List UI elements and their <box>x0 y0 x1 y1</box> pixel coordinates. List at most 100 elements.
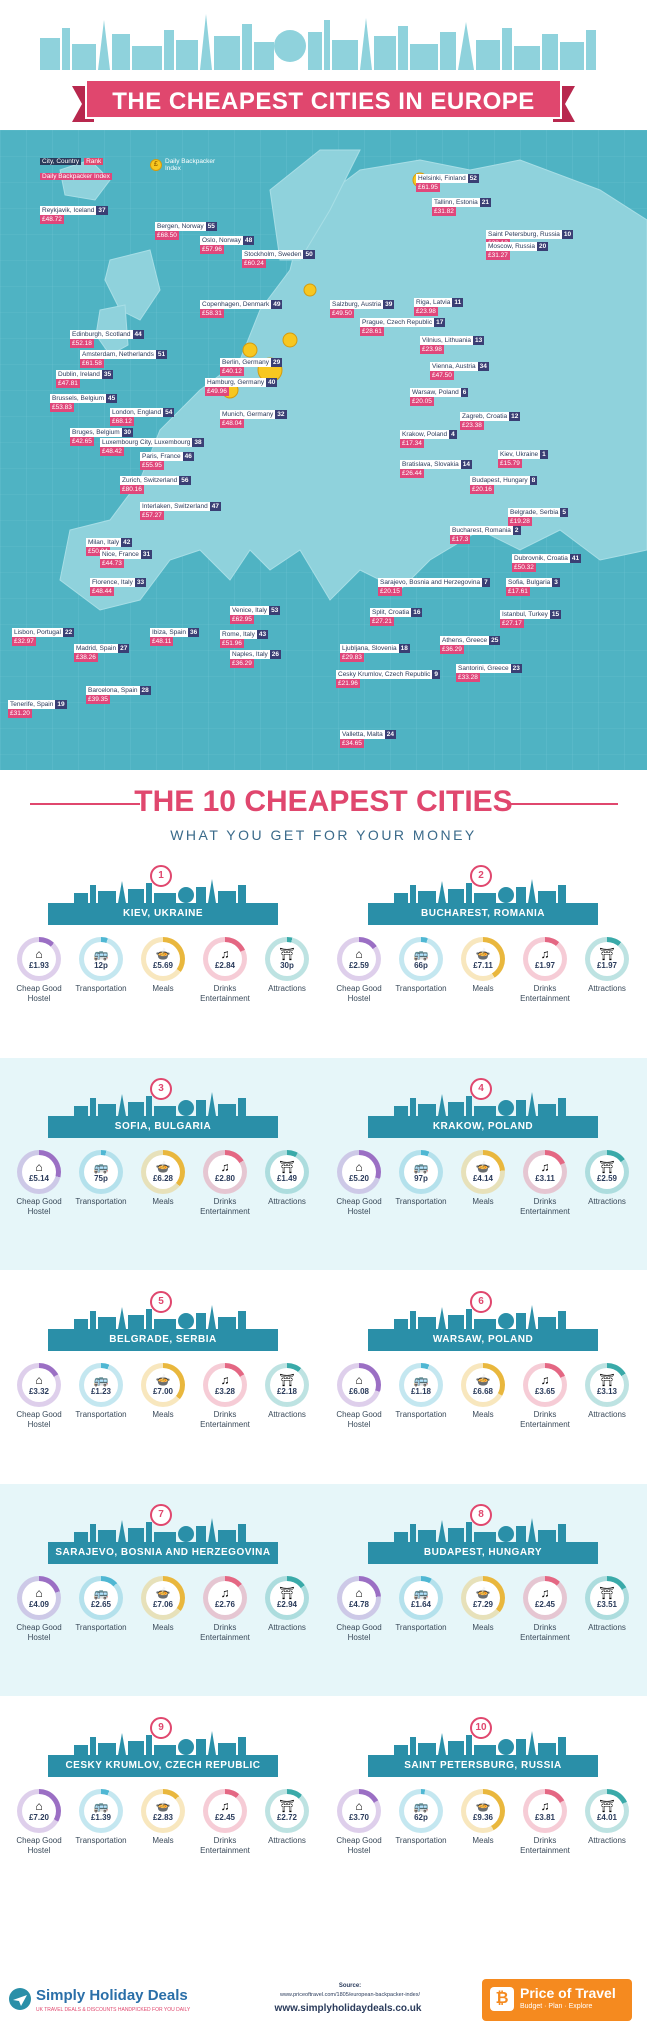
city-skyline <box>394 879 566 903</box>
city-rank: 1 <box>540 450 548 459</box>
city-rank: 10 <box>561 230 574 239</box>
city-name: Krakow, Poland <box>400 430 450 439</box>
city-name: Sofia, Bulgaria <box>506 578 553 587</box>
cost-value: £5.20 <box>348 1173 370 1184</box>
city-card: 10 SAINT PETERSBURG, RUSSIA ⌂ £3.70 Cheap… <box>324 1697 642 1909</box>
city-name: Belgrade, Serbia <box>508 508 561 517</box>
map-city: Sofia, Bulgaria 3 £17.61 <box>506 578 560 596</box>
cost-ring: ⛩ £1.97 <box>585 937 629 981</box>
cost-item: 🍲 £5.69 Meals <box>132 937 194 994</box>
city-name: Ibiza, Spain <box>150 628 188 637</box>
cost-item: ♫ £3.28 Drinks Entertainment <box>194 1363 256 1430</box>
city-name: Sarajevo, Bosnia and Herzegovina <box>378 578 483 587</box>
landmark-icon: ⛩ <box>279 1372 295 1387</box>
cost-value: £4.01 <box>596 1812 618 1823</box>
cost-label: Cheap Good Hostel <box>336 1410 382 1429</box>
cost-label: Attractions <box>588 1197 626 1206</box>
cost-item: ♫ £2.45 Drinks Entertainment <box>514 1576 576 1643</box>
city-price: £48.11 <box>150 637 174 646</box>
city-skyline <box>74 1731 246 1755</box>
cost-item: ⌂ £6.08 Cheap Good Hostel <box>328 1363 390 1430</box>
cost-ring: ♫ £2.45 <box>203 1789 247 1833</box>
map-city: Berlin, Germany 29 £40.12 <box>220 358 283 376</box>
cost-ring: ♫ £3.81 <box>523 1789 567 1833</box>
hostel-icon: ⌂ <box>35 946 43 961</box>
city-price: £57.27 <box>140 511 164 520</box>
hostel-icon: ⌂ <box>355 946 363 961</box>
cost-item: ⛩ £2.59 Attractions <box>576 1150 638 1207</box>
city-rank: 43 <box>256 630 269 639</box>
city-price: £60.24 <box>242 259 266 268</box>
city-rank: 32 <box>275 410 287 419</box>
cost-value: £7.00 <box>152 1386 174 1397</box>
map-city: Rome, Italy 43 £51.96 <box>220 630 269 648</box>
city-price: £34.65 <box>340 739 364 748</box>
city-rank: 30 <box>121 428 133 437</box>
city-rank: 46 <box>182 452 194 461</box>
city-name: Cesky Krumlov, Czech Republic <box>336 670 433 679</box>
site-link[interactable]: www.simplyholidaydeals.co.uk <box>274 2003 422 2014</box>
cost-item: 🚌 £1.39 Transportation <box>70 1789 132 1846</box>
guitar-icon: ♫ <box>540 1159 550 1174</box>
cost-value: £3.70 <box>348 1812 370 1823</box>
cost-item: 🚌 £2.65 Transportation <box>70 1576 132 1633</box>
cost-ring: ⌂ £5.14 <box>17 1150 61 1194</box>
hostel-icon: ⌂ <box>355 1798 363 1813</box>
card-rank: 10 <box>470 1717 492 1739</box>
city-name: Zagreb, Croatia <box>460 412 510 421</box>
cost-value: £1.97 <box>596 960 618 971</box>
city-name: Warsaw, Poland <box>410 388 461 397</box>
landmark-icon: ⛩ <box>279 1798 295 1813</box>
city-name: Vienna, Austria <box>430 362 478 371</box>
city-price: £68.50 <box>155 231 179 240</box>
hostel-icon: ⌂ <box>35 1159 43 1174</box>
hostel-icon: ⌂ <box>355 1159 363 1174</box>
cost-value: £7.11 <box>473 960 493 971</box>
map-city: Reykjavik, Iceland 37 £48.72 <box>40 206 108 224</box>
map-city: Bergen, Norway 55 £68.50 <box>155 222 217 240</box>
city-name: Hamburg, Germany <box>205 378 267 387</box>
city-name: Riga, Latvia <box>414 298 453 307</box>
cost-value: £1.18 <box>410 1386 432 1397</box>
city-banner: SARAJEVO, BOSNIA AND HERZEGOVINA <box>48 1542 278 1564</box>
map-city: Edinburgh, Scotland 44 £52.18 <box>70 330 144 348</box>
city-rank: 37 <box>96 206 108 215</box>
bus-icon: 🚌 <box>413 1159 429 1174</box>
landmark-icon: ⛩ <box>599 1798 615 1813</box>
map-city: Belgrade, Serbia 5 £19.28 <box>508 508 569 526</box>
city-banner: SAINT PETERSBURG, RUSSIA <box>368 1755 598 1777</box>
cost-ring: 🍲 £7.06 <box>141 1576 185 1620</box>
city-banner: BUCHAREST, ROMANIA <box>368 903 598 925</box>
cost-item: ⌂ £3.32 Cheap Good Hostel <box>8 1363 70 1430</box>
meal-icon: 🍲 <box>155 1585 171 1600</box>
source-link[interactable]: www.priceoftravel.com/1805/european-back… <box>279 1992 421 1998</box>
city-rank: 52 <box>467 174 479 183</box>
cost-ring: 🚌 75p <box>79 1150 123 1194</box>
map-city: Madrid, Spain 27 £38.26 <box>74 644 130 662</box>
cost-label: Attractions <box>268 984 306 993</box>
city-rank: 34 <box>477 362 489 371</box>
map-city: Helsinki, Finland 52 £61.95 <box>416 174 479 192</box>
city-skyline <box>394 1731 566 1755</box>
meal-icon: 🍲 <box>475 1372 491 1387</box>
city-rank: 7 <box>482 578 490 587</box>
city-name: Saint Petersburg, Russia <box>486 230 562 239</box>
cost-label: Transportation <box>395 1197 447 1206</box>
city-card: 5 BELGRADE, SERBIA ⌂ £3.32 Cheap Good Hos… <box>4 1271 322 1483</box>
map-city: London, England 54 £68.12 <box>110 408 175 426</box>
map-city: Florence, Italy 33 £48.44 <box>90 578 147 596</box>
cost-ring: 🚌 £1.23 <box>79 1363 123 1407</box>
cost-ring: ⛩ £1.49 <box>265 1150 309 1194</box>
city-rank: 48 <box>243 236 255 245</box>
city-rank: 17 <box>434 318 446 327</box>
map-city: Bratislava, Slovakia 14 £26.44 <box>400 460 472 478</box>
cost-label: Transportation <box>395 1410 447 1419</box>
cost-ring: ♫ £3.11 <box>523 1150 567 1194</box>
cost-label: Attractions <box>268 1623 306 1632</box>
city-banner: CESKY KRUMLOV, CZECH REPUBLIC <box>48 1755 278 1777</box>
cost-ring: 🚌 62p <box>399 1789 443 1833</box>
cost-ring: ⌂ £2.59 <box>337 937 381 981</box>
cost-item: 🍲 £7.00 Meals <box>132 1363 194 1420</box>
city-rank: 29 <box>270 358 283 367</box>
city-price: £20.16 <box>470 485 494 494</box>
